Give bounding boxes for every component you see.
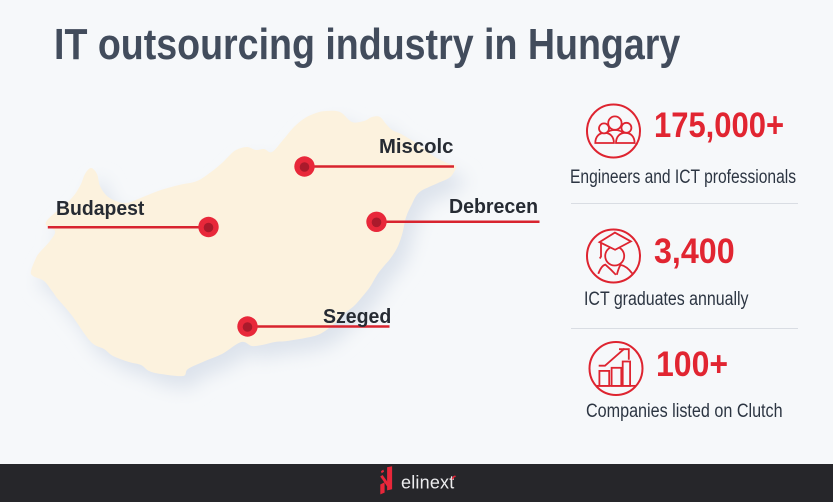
svg-text:elinext: elinext <box>401 473 454 493</box>
